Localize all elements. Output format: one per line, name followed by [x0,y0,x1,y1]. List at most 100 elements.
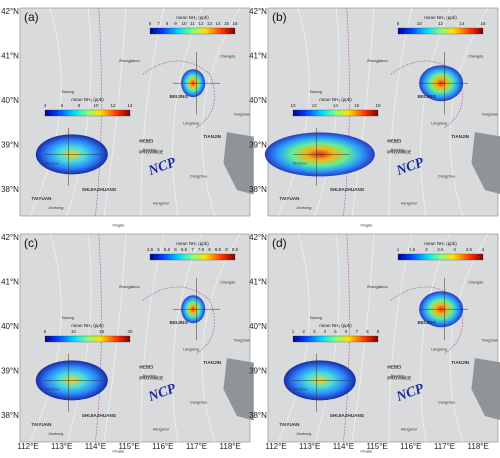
colorbar-tick-label: 3 [313,329,316,334]
place-label: HEBEI [387,364,401,369]
place-label: Datong [62,316,74,320]
place-label: Tangshan [482,338,498,342]
colorbar-tick-label: 12 [198,21,204,26]
colorbar-tick-label: 7 [355,329,358,334]
lat-label: 41°N [249,278,267,287]
colorbar-title: mean NH₃ (ppb) [176,241,209,246]
sea [471,358,500,420]
lat-label: 42°N [249,7,267,16]
colorbar-tick-label: 6.5 [181,247,188,252]
sea [223,358,254,421]
colorbar-tick-label: 7 [157,21,160,26]
colorbar-tick-label: 11 [190,21,195,26]
place-label: Cangzhou [190,401,207,405]
place-label: TIANJIN [451,134,470,139]
place-label: Chengde [220,281,235,285]
lat-label: 39°N [249,141,267,150]
place-label: Baoding [143,374,157,378]
lat-label: 41°N [1,52,19,61]
place-label: TAIYUAN [279,196,300,201]
colorbar-tick-label: 6 [149,21,152,26]
map-panel: BEIJINGTIANJINHEBEIPROVINCENCPSHIJIAZHUA… [264,7,500,228]
province-border [95,7,215,217]
lat-label: 38°N [1,185,19,194]
place-label: Zhangjiakou [367,285,388,289]
colorbar [397,27,484,35]
lon-label: 115°E [366,442,387,451]
place-label: Xingtai [112,224,124,228]
map-panel: BEIJINGTIANJINHEBEIPROVINCENCPSHIJIAZHUA… [267,233,500,454]
colorbar-tick-label: 13 [207,21,213,26]
colorbar-title: mean NH₃ (ppb) [424,15,457,20]
place-label: Xingtai [360,450,372,453]
lat-label: 40°N [249,96,267,105]
place-label: Xinzhou [45,387,59,391]
place-label: BEIJING [418,94,437,99]
lon-label: 116°E [400,442,421,451]
place-label: Xinzhou [293,161,307,165]
colorbar-tick-label: 8.5 [215,247,222,252]
lat-label: 41°N [1,278,19,287]
place-label: SHIJIAZHUANG [82,413,117,418]
place-label: Hengshui [401,201,417,205]
colorbar-tick-label: 3.5 [466,247,473,252]
lat-label: 40°N [249,322,267,331]
place-label: PROVINCE [387,375,411,380]
place-label: Zhangjiakou [367,59,388,63]
crosshair [292,278,469,412]
place-label: TIANJIN [451,360,470,365]
colorbar-title: mean NH₃ (ppb) [71,97,104,102]
colorbar-tick-label: 2 [302,329,305,334]
colorbar-title: mean NH₃ (ppb) [319,323,352,328]
lat-label: 42°N [1,7,19,16]
place-label: Jinzhong [48,432,63,436]
place-label: TIANJIN [203,134,222,139]
panel-label: (c) [24,236,38,250]
colorbar-tick-label: 14 [215,21,221,26]
colorbar-tick-label: 8 [166,21,169,26]
colorbar [44,109,131,117]
colorbar-tick-label: 14 [333,103,339,108]
map-panel: BEIJINGTIANJINHEBEIPROVINCENCPSHIJIAZHUA… [19,233,254,454]
colorbar-tick-label: 5 [334,329,337,334]
colorbar-title: mean NH₃ (ppb) [71,323,104,328]
colorbar-title: mean NH₃ (ppb) [319,97,352,102]
place-label: HEBEI [387,138,401,143]
colorbar [292,109,379,117]
place-label: Hengshui [401,427,417,431]
colorbar [292,335,379,343]
lon-label: 117°E [434,442,455,451]
colorbar-tick-label: 1 [292,329,295,334]
colorbar-tick-label: 10 [181,21,187,26]
colorbar-tick-label: 2 [425,247,428,252]
place-label: Langfang [431,121,447,125]
place-label: Hengshui [153,427,169,431]
colorbar [44,335,131,343]
lon-label: 117°E [186,442,207,451]
place-label: HEBEI [139,138,153,143]
place-label: Cangzhou [438,175,455,179]
lon-label: 116°E [152,442,173,451]
place-label: Baoding [391,148,405,152]
place-label: Zhangjiakou [119,285,140,289]
colorbar-tick-label: 16 [232,21,238,26]
crosshair [44,278,221,412]
colorbar-tick-label: 14 [127,103,133,108]
colorbar-tick-label: 12 [438,21,444,26]
place-label: Xingtai [112,450,124,453]
place-label: Xinzhou [45,161,59,165]
place-label: Tangshan [482,112,498,116]
place-label: SHIJIAZHUANG [330,413,365,418]
sea [223,132,254,195]
place-label: TAIYUAN [279,422,300,427]
lon-label: 115°E [118,442,139,451]
place-label: TAIYUAN [31,196,52,201]
colorbar-tick-label: 7.5 [198,247,205,252]
lat-label: 42°N [1,233,19,242]
colorbar [397,253,484,261]
place-label: BEIJING [170,94,189,99]
colorbar-tick-label: 7 [191,247,194,252]
place-label: HEBEI [139,364,153,369]
colorbar-tick-label: 16 [480,21,486,26]
lat-label: 39°N [1,141,19,150]
